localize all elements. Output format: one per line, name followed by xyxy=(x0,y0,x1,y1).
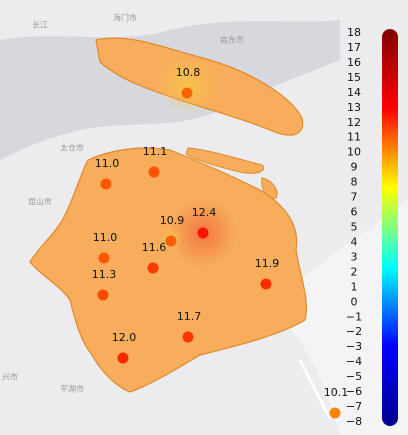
colorbar-tick-label: −1 xyxy=(346,310,362,323)
colorbar-tick-label: 8 xyxy=(351,176,358,189)
station-marker xyxy=(260,278,272,290)
station-label: 10.9 xyxy=(160,214,185,227)
station-marker xyxy=(165,235,177,247)
place-label: 昆山市 xyxy=(28,197,52,207)
station-marker xyxy=(148,166,160,178)
colorbar-tick-label: 18 xyxy=(347,26,361,39)
station-marker xyxy=(329,407,341,419)
station-label: 11.0 xyxy=(93,231,118,244)
colorbar: 1817161514131211109876543210−1−2−3−4−5−6… xyxy=(346,26,398,428)
colorbar-tick-label: 2 xyxy=(351,265,358,278)
station-marker xyxy=(182,331,194,343)
sea xyxy=(260,200,408,435)
place-label: 启东市 xyxy=(220,35,244,45)
colorbar-tick-label: 7 xyxy=(351,191,358,204)
station-label: 11.6 xyxy=(142,241,167,254)
glow xyxy=(157,55,217,115)
station-label: 11.3 xyxy=(92,268,117,281)
changxing-island xyxy=(185,147,265,174)
place-label: 海门市 xyxy=(113,13,137,23)
colorbar-tick-label: 15 xyxy=(347,71,361,84)
colorbar-tick-label: 1 xyxy=(351,280,358,293)
colorbar-tick-label: −3 xyxy=(346,340,362,353)
bridge xyxy=(298,359,332,419)
colorbar-tick-label: −2 xyxy=(346,325,362,338)
colorbar-tick-label: 13 xyxy=(347,101,361,114)
station-marker xyxy=(98,252,110,264)
colorbar-tick-label: 14 xyxy=(347,86,361,99)
colorbar-bar xyxy=(382,29,398,426)
place-label: 太仓市 xyxy=(60,143,84,153)
colorbar-tick-label: 9 xyxy=(351,161,358,174)
station-label: 11.0 xyxy=(95,157,120,170)
station-marker xyxy=(117,352,129,364)
colorbar-tick-label: 16 xyxy=(347,56,361,69)
colorbar-tick-label: 10 xyxy=(347,146,361,159)
colorbar-tick-label: 11 xyxy=(347,131,361,144)
colorbar-tick-label: 17 xyxy=(347,41,361,54)
station-label: 12.4 xyxy=(192,206,217,219)
colorbar-tick-label: 4 xyxy=(351,235,358,248)
place-label: 兴市 xyxy=(2,372,18,382)
station-marker xyxy=(181,87,193,99)
colorbar-tick-label: −6 xyxy=(346,385,362,398)
colorbar-tick-label: −4 xyxy=(346,355,362,368)
station-label: 10.8 xyxy=(176,66,201,79)
station-label: 11.7 xyxy=(177,310,202,323)
shanghai-mainland xyxy=(29,147,307,393)
place-label: 平湖市 xyxy=(60,384,84,394)
station-label: 11.9 xyxy=(255,257,280,270)
colorbar-tick-label: −5 xyxy=(346,370,362,383)
station-label: 12.0 xyxy=(112,331,137,344)
place-label: 长江 xyxy=(32,20,48,30)
station-marker xyxy=(147,262,159,274)
colorbar-tick-label: 0 xyxy=(351,295,358,308)
colorbar-tick-label: 5 xyxy=(351,221,358,234)
station-label: 10.1 xyxy=(324,386,349,399)
colorbar-tick-label: −8 xyxy=(346,415,362,428)
stations: 10.8 11.0 11.1 10.9 12.4 11.6 11.0 11.3 11.9 11.7… xyxy=(92,66,349,419)
colorbar-tick-label: 3 xyxy=(351,250,358,263)
station-marker xyxy=(100,178,112,190)
station-label: 11.1 xyxy=(143,145,168,158)
station-marker xyxy=(197,227,209,239)
station-marker xyxy=(97,289,109,301)
colorbar-tick-label: 12 xyxy=(347,116,361,129)
colorbar-tick-label: −7 xyxy=(346,400,362,413)
colorbar-tick-label: 6 xyxy=(351,206,358,219)
